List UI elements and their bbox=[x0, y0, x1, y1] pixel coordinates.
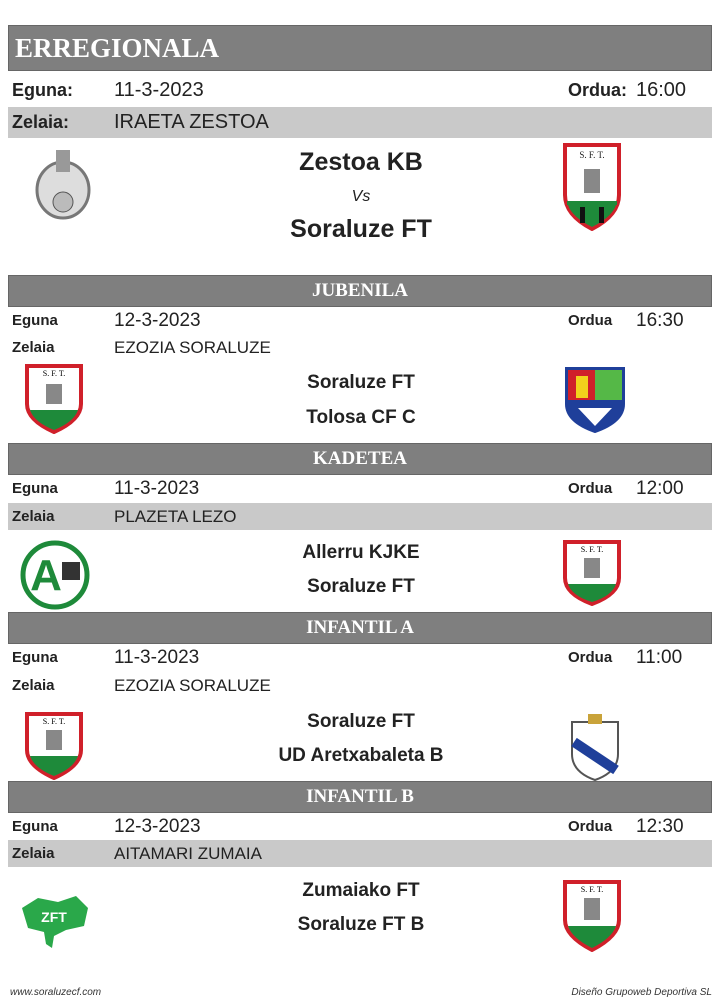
date-label: Eguna bbox=[12, 312, 58, 329]
time-value: 11:00 bbox=[636, 647, 683, 668]
field-label: Zelaia bbox=[12, 677, 55, 694]
home-team: Soraluze FT bbox=[307, 711, 415, 732]
date-value: 12-3-2023 bbox=[114, 310, 201, 331]
time-label: Ordua bbox=[568, 312, 613, 329]
date-row: Eguna 12-3-2023 Ordua 12:30 bbox=[8, 813, 712, 840]
field-label: Zelaia bbox=[12, 508, 55, 525]
date-row: Eguna 12-3-2023 Ordua 16:30 bbox=[8, 307, 712, 334]
time-value: 12:30 bbox=[636, 816, 684, 837]
away-team: Soraluze FT bbox=[307, 576, 415, 597]
time-label: Ordua bbox=[568, 649, 613, 666]
tolosa-crest-icon bbox=[565, 367, 625, 434]
field-row: Zelaia PLAZETA LEZO bbox=[8, 503, 712, 530]
category-header: ERREGIONALA bbox=[8, 25, 712, 71]
away-team: UD Aretxabaleta B bbox=[278, 745, 444, 766]
time-label: Ordua: bbox=[568, 80, 628, 100]
away-team: Tolosa CF C bbox=[306, 407, 416, 428]
soraluze-crest-icon: S. F. T. bbox=[563, 143, 621, 231]
field-row: Zelaia AITAMARI ZUMAIA bbox=[8, 840, 712, 867]
away-team: Soraluze FT B bbox=[297, 914, 425, 935]
svg-text:S. F. T.: S. F. T. bbox=[43, 717, 65, 726]
date-row: Eguna: 11-3-2023 Ordua: 16:00 bbox=[8, 74, 712, 107]
svg-text:S. F. T.: S. F. T. bbox=[581, 885, 603, 894]
away-team: Soraluze FT bbox=[290, 215, 432, 243]
field-value: AITAMARI ZUMAIA bbox=[114, 844, 262, 863]
category-header: JUBENILA bbox=[8, 275, 712, 307]
soraluze-crest-icon: S. F. T. bbox=[25, 712, 83, 780]
field-label: Zelaia bbox=[12, 845, 55, 862]
zestoa-crest-icon bbox=[35, 150, 91, 220]
svg-text:A: A bbox=[30, 551, 62, 600]
date-label: Eguna bbox=[12, 480, 58, 497]
field-value: EZOZIA SORALUZE bbox=[114, 338, 271, 357]
date-value: 11-3-2023 bbox=[114, 478, 200, 499]
field-value: IRAETA ZESTOA bbox=[114, 111, 269, 133]
soraluze-crest-icon: S. F. T. bbox=[25, 364, 83, 434]
date-label: Eguna bbox=[12, 649, 58, 666]
svg-text:S. F. T.: S. F. T. bbox=[43, 369, 65, 378]
date-value: 11-3-2023 bbox=[114, 79, 204, 101]
field-label: Zelaia: bbox=[12, 112, 70, 132]
category-header: INFANTIL B bbox=[8, 781, 712, 813]
time-value: 16:00 bbox=[636, 79, 687, 101]
field-row: Zelaia EZOZIA SORALUZE bbox=[8, 672, 712, 699]
soraluze-crest-icon: S. F. T. bbox=[563, 540, 621, 606]
home-team: Zestoa KB bbox=[299, 148, 423, 176]
home-team: Zumaiako FT bbox=[302, 880, 420, 901]
field-value: EZOZIA SORALUZE bbox=[114, 676, 271, 695]
allerru-crest-icon: A bbox=[20, 540, 90, 610]
credit-text: Diseño Grupoweb Deportiva SL bbox=[571, 987, 712, 998]
soraluze-crest-icon: S. F. T. bbox=[563, 880, 621, 952]
svg-text:S. F. T.: S. F. T. bbox=[581, 545, 603, 554]
date-row: Eguna 11-3-2023 Ordua 11:00 bbox=[8, 644, 712, 672]
date-value: 12-3-2023 bbox=[114, 816, 201, 837]
category-header: INFANTIL A bbox=[8, 612, 712, 644]
time-value: 12:00 bbox=[636, 478, 684, 499]
time-label: Ordua bbox=[568, 818, 613, 835]
website-link[interactable]: www.soraluzecf.com bbox=[10, 987, 102, 998]
time-value: 16:30 bbox=[636, 310, 684, 331]
category-header: KADETEA bbox=[8, 443, 712, 475]
time-label: Ordua bbox=[568, 480, 613, 497]
date-value: 11-3-2023 bbox=[114, 647, 200, 668]
date-label: Eguna bbox=[12, 818, 58, 835]
field-row: Zelaia EZOZIA SORALUZE bbox=[8, 334, 712, 361]
date-label: Eguna: bbox=[12, 80, 73, 100]
aretxabaleta-crest-icon bbox=[571, 714, 619, 782]
vs-label: Vs bbox=[351, 188, 371, 205]
svg-text:S. F. T.: S. F. T. bbox=[579, 150, 604, 160]
field-label: Zelaia bbox=[12, 339, 55, 356]
date-row: Eguna 11-3-2023 Ordua 12:00 bbox=[8, 475, 712, 503]
field-value: PLAZETA LEZO bbox=[114, 507, 237, 526]
home-team: Soraluze FT bbox=[307, 372, 415, 393]
field-row: Zelaia: IRAETA ZESTOA bbox=[8, 107, 712, 138]
zumaia-crest-icon: ZFT bbox=[22, 896, 88, 948]
home-team: Allerru KJKE bbox=[302, 542, 420, 563]
svg-text:ZFT: ZFT bbox=[41, 909, 67, 925]
